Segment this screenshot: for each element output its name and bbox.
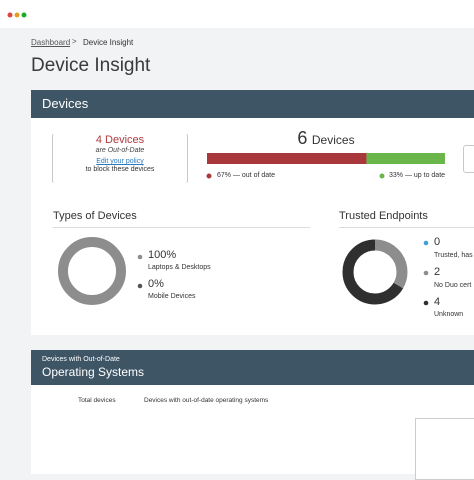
bar-legend-label: 33% — up to date — [389, 172, 446, 179]
window-controls — [7, 12, 27, 18]
legend-dot — [423, 270, 429, 276]
breadcrumb-separator: > — [72, 37, 77, 46]
section-title: Types of Devices — [53, 210, 137, 222]
panel-title: Devices — [42, 96, 89, 111]
donut-segment — [58, 237, 126, 305]
donut-segment — [342, 239, 408, 305]
legend-name: Mobile Devices — [148, 293, 196, 300]
device-total: 6 Devices — [207, 128, 445, 149]
legend-label: Devices with out-of-date operating syste… — [144, 397, 269, 404]
breadcrumb-link[interactable]: Dashboard — [31, 38, 71, 47]
window-bar — [0, 0, 474, 28]
legend-value: 4 — [434, 296, 441, 308]
policy-link[interactable]: Edit your policy — [96, 158, 144, 165]
legend-value: 100% — [148, 249, 177, 261]
legend-name: Laptops & Desktops — [148, 264, 211, 271]
bar-legend-label: 67% — out of date — [217, 172, 275, 179]
devices-header: Devices — [31, 90, 474, 118]
divider — [53, 227, 310, 228]
legend-name: No Duo cert — [434, 282, 472, 289]
device-count: 6 — [297, 128, 308, 148]
page-title: Device Insight — [31, 55, 151, 76]
os-header: Devices with Out-of-Date Operating Syste… — [31, 350, 474, 385]
legend-name: Unknown — [434, 311, 464, 318]
legend-value: 0% — [148, 278, 164, 290]
legend-name: Trusted, has — [434, 252, 473, 259]
callout-box: 4 Devices are Out-of-Date Edit your poli… — [52, 133, 188, 184]
legend-dot — [137, 254, 143, 260]
panel-subtitle: Devices with Out-of-Date — [42, 356, 120, 363]
legend-dot — [423, 300, 429, 306]
status-bar-segment — [207, 153, 367, 164]
legend-dot — [137, 283, 143, 289]
close-button[interactable] — [7, 12, 13, 18]
panel-title: Operating Systems — [42, 365, 145, 379]
legend-dot — [423, 240, 429, 246]
divider — [339, 227, 474, 228]
side-box — [463, 145, 474, 173]
section-title: Trusted Endpoints — [339, 210, 428, 222]
legend-label: Total devices — [78, 397, 116, 404]
tooltip — [415, 418, 474, 480]
callout-status: are Out-of-Date — [95, 147, 145, 154]
callout-note: to block these devices — [85, 166, 155, 173]
callout-count: 4 Devices — [95, 134, 145, 146]
minimize-button[interactable] — [14, 12, 20, 18]
legend-dot — [379, 173, 385, 179]
device-count-label: Devices — [311, 133, 355, 147]
breadcrumb-current: Device Insight — [83, 38, 134, 47]
legend-value: 2 — [434, 266, 441, 278]
status-bar-segment — [366, 153, 445, 164]
legend-value: 0 — [434, 236, 441, 248]
legend-dot — [206, 173, 212, 179]
zoom-button[interactable] — [21, 12, 27, 18]
